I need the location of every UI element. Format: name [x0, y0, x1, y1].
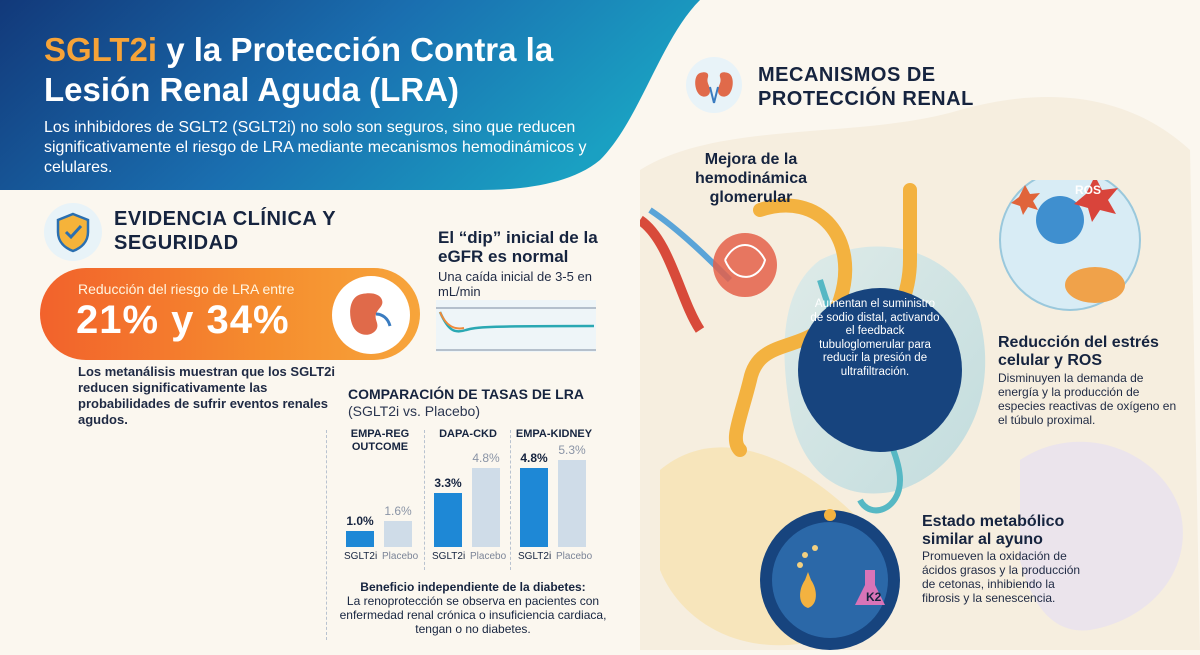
hemodynamics-title: Mejora de la hemodinámica glomerular	[694, 151, 808, 206]
cell-nucleus	[1036, 196, 1084, 244]
mechanism-core-circle	[798, 288, 962, 452]
comparison-divider	[424, 430, 426, 570]
comparison-subtitle: (SGLT2i vs. Placebo)	[348, 403, 481, 419]
benefit-head: Beneficio independiente de la diabetes:	[360, 580, 586, 594]
bar-label-sglt2i: SGLT2i	[344, 551, 378, 562]
bar-value-placebo: 1.6%	[384, 503, 412, 518]
bar-placebo	[384, 520, 412, 547]
dip-subtitle: Una caída inicial de 3-5 en mL/min	[438, 269, 592, 299]
risk-reduction-value: 21% y 34%	[76, 298, 290, 342]
comparison-divider	[510, 430, 512, 570]
bar-sglt2i	[346, 530, 374, 547]
bar-sglt2i	[434, 493, 462, 547]
metabolic-inner	[772, 522, 888, 638]
bar-value-sglt2i: 3.3%	[434, 476, 462, 490]
page-subtitle: Los inhibidores de SGLT2 (SGLT2i) no sol…	[44, 119, 587, 176]
molecule-dot	[812, 545, 818, 551]
mitochondria	[1065, 267, 1125, 303]
comparison-divider	[326, 430, 328, 640]
glomerulus	[713, 233, 777, 297]
kidney-icon	[350, 293, 392, 335]
bar-placebo	[472, 468, 500, 547]
ros-title: Reducción del estrés celular y ROS	[998, 334, 1159, 369]
bar-sglt2i	[520, 468, 548, 547]
bar-label-sglt2i: SGLT2i	[518, 551, 552, 562]
title-rest: y la Protección Contra la Lesión Renal A…	[44, 31, 554, 108]
egfr-line-teal	[438, 311, 595, 333]
page-title: SGLT2i y la Protección Contra la Lesión …	[44, 30, 644, 110]
kidney-pair-icon	[695, 72, 733, 104]
evidence-section-title: EVIDENCIA CLÍNICA Y SEGURIDAD	[114, 208, 336, 254]
bar-value-sglt2i: 1.0%	[346, 513, 374, 528]
trial-name: DAPA-CKD	[439, 428, 497, 440]
header-band	[0, 0, 700, 190]
ros-body: Disminuyen la demanda de energía y la pr…	[998, 371, 1177, 427]
egfr-dip-chart	[436, 300, 596, 352]
risk-reduction-label: Reducción del riesgo de LRA entre	[78, 281, 295, 297]
bar-value-placebo: 5.3%	[558, 443, 586, 458]
molecule-dot	[797, 562, 803, 568]
bar-label-placebo: Placebo	[470, 551, 507, 562]
flask-icon	[855, 570, 885, 605]
bar-value-sglt2i: 4.8%	[520, 451, 548, 466]
hemodynamics-body: Aumentan el suministro de sodio distal, …	[810, 298, 940, 378]
meta-analysis-text: Los metanálisis muestran que los SGLT2i …	[78, 364, 335, 427]
bar-label-sglt2i: SGLT2i	[432, 551, 466, 562]
ros-star	[1074, 180, 1118, 222]
shield-check-icon	[56, 212, 90, 253]
trial-name: EMPA-KIDNEY	[515, 428, 593, 440]
molecule-dot	[802, 552, 808, 558]
bar-value-placebo: 4.8%	[472, 451, 500, 466]
bar-placebo	[558, 460, 586, 547]
egfr-line-orange	[439, 311, 465, 330]
kidney-icon-circle	[332, 276, 410, 354]
watercolor-blob-purple	[1020, 441, 1183, 631]
dip-title: El “dip” inicial de la eGFR es normal	[438, 228, 598, 266]
benefit-note: Beneficio independiente de la diabetes: L…	[338, 580, 608, 636]
title-accent: SGLT2i	[44, 31, 158, 68]
bar-label-placebo: Placebo	[556, 551, 593, 562]
nephron-illustration	[640, 180, 1141, 650]
comparison-title: COMPARACIÓN DE TASAS DE LRA	[348, 386, 584, 402]
shield-icon-circle	[44, 203, 102, 261]
drop-icon	[800, 572, 816, 608]
artery-red	[640, 215, 705, 333]
ros-star-small	[1011, 185, 1040, 215]
trial-name: EMPA-REG OUTCOME	[350, 428, 410, 453]
ros-badge: ROS	[1075, 183, 1102, 197]
bar-label-placebo: Placebo	[382, 551, 419, 562]
metabolic-body: Promueven la oxidación de ácidos grasos …	[922, 549, 1081, 605]
benefit-body: La renoprotección se observa en paciente…	[339, 594, 607, 636]
mechanisms-section-title: MECANISMOS DE PROTECCIÓN RENAL	[758, 64, 974, 110]
kidney-icon-circle-header	[686, 57, 742, 113]
molecule-dot	[824, 509, 836, 521]
metabolic-title: Estado metabólico similar al ayuno	[922, 513, 1065, 548]
flask-label: K2	[866, 590, 882, 604]
